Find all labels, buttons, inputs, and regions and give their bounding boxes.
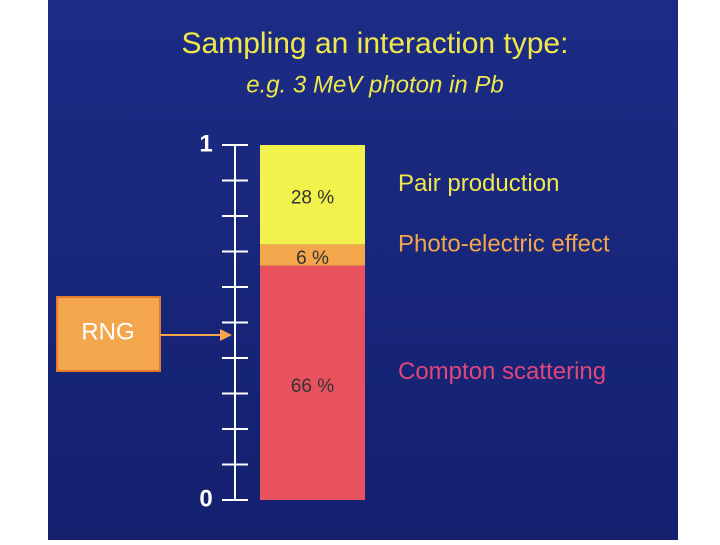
bar-segment	[260, 145, 365, 245]
legend-label: Pair production	[398, 170, 559, 197]
rng-box	[56, 296, 161, 372]
chart-subtitle: e.g. 3 MeV photon in Pb	[246, 71, 504, 98]
y-tick-label: 0	[199, 485, 212, 512]
legend-label: Photo-electric effect	[398, 230, 610, 257]
value-label: 6 %	[296, 248, 329, 269]
bar-segment	[260, 244, 365, 266]
legend-label: Compton scattering	[398, 358, 606, 385]
y-tick-label: 1	[199, 130, 212, 157]
chart-title: Sampling an interaction type:	[182, 27, 569, 60]
value-label: 28 %	[291, 188, 334, 209]
value-label: 66 %	[291, 376, 334, 397]
bar-segment	[260, 265, 365, 500]
rng-arrowhead	[220, 329, 232, 341]
rng-label: RNG	[81, 318, 134, 345]
